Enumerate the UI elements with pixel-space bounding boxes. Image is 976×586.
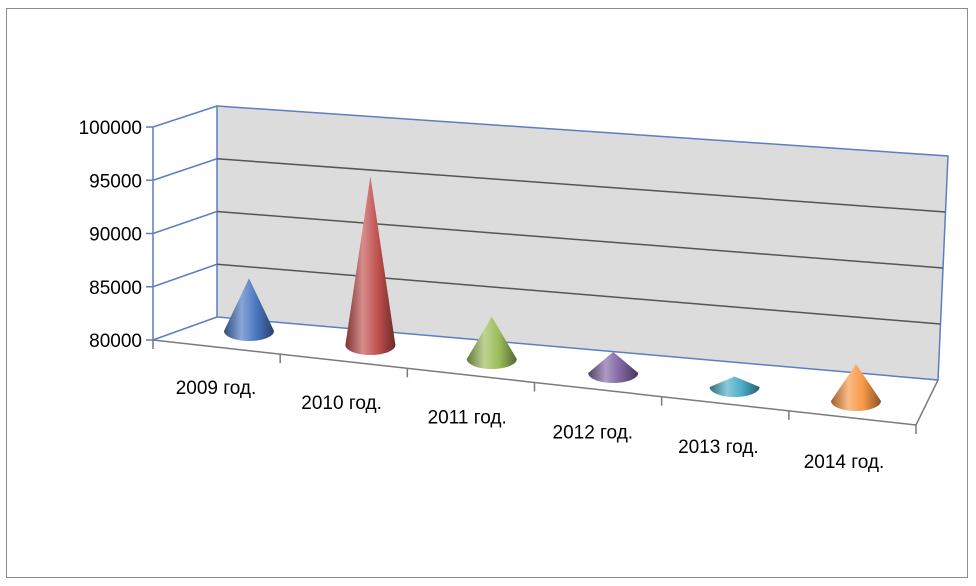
- x-tick-label: 2009 год.: [176, 378, 257, 399]
- cone-2012год: [588, 351, 639, 383]
- gridline: [216, 210, 944, 269]
- cones: [224, 176, 881, 411]
- x-tick-label: 2014 год.: [804, 452, 885, 473]
- y-tick-label: 100000: [79, 118, 142, 139]
- x-tick-label: 2012 год.: [553, 422, 634, 443]
- floor-edge: [915, 379, 939, 426]
- x-tick-label: 2010 год.: [301, 393, 382, 414]
- axes: [146, 105, 939, 434]
- y-axis-labels: 80000 85000 90000 95000 100000: [79, 118, 142, 352]
- side-wall-gridline: [152, 210, 218, 235]
- cone-2010год: [345, 176, 396, 355]
- cone-2009год: [224, 278, 274, 341]
- side-wall-gridline: [152, 105, 218, 128]
- gridlines: [216, 158, 946, 325]
- y-tick-label: 85000: [89, 278, 142, 299]
- back-wall: [216, 105, 949, 381]
- side-wall-gridline: [152, 158, 218, 181]
- y-tick-label: 90000: [89, 225, 142, 246]
- cone-2013год: [709, 376, 760, 397]
- cone-2014год: [831, 364, 881, 411]
- side-wall-gridline: [152, 263, 218, 288]
- cone-2011год: [466, 316, 517, 369]
- x-tick-label: 2011 год.: [428, 408, 507, 429]
- x-tick-label: 2013 год.: [678, 437, 759, 458]
- gridline: [216, 158, 946, 213]
- y-tick-label: 95000: [89, 171, 142, 192]
- side-wall-gridline: [152, 316, 218, 341]
- x-axis-labels: 2009 год. 2010 год. 2011 год. 2012 год. 2013…: [176, 378, 885, 473]
- y-tick-label: 80000: [89, 331, 142, 352]
- gridline: [216, 263, 941, 325]
